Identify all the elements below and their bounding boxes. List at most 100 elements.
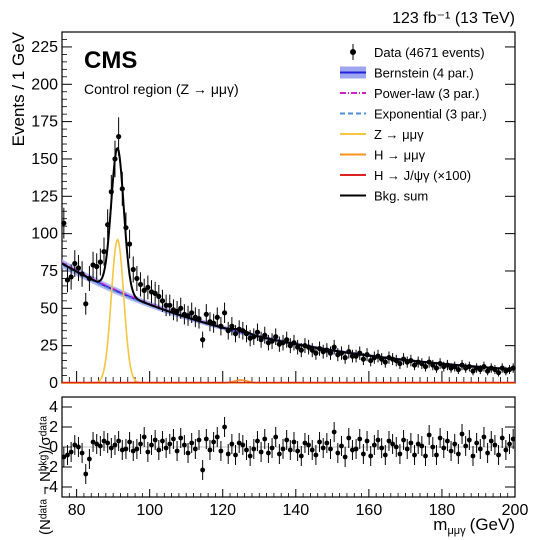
y-tick-label: 75: [40, 263, 58, 280]
y-tick-label: 200: [31, 76, 58, 93]
ratio-point: [415, 441, 421, 447]
data-point: [411, 362, 418, 368]
ratio-y-axis-title: (Nᵈᵃᵗᵃ − Nᵇᵏᵍ)/σᵈᵃᵗᵃ: [37, 416, 54, 535]
ratio-point: [375, 437, 381, 443]
data-point: [229, 323, 235, 329]
data-point: [119, 186, 125, 192]
data-point: [492, 366, 498, 373]
ratio-point: [90, 439, 96, 445]
ratio-tick-label: -4: [44, 479, 58, 496]
ratio-point: [123, 446, 129, 452]
x-tick-label: 180: [429, 502, 456, 519]
data-point: [75, 265, 82, 271]
data-point: [83, 301, 89, 307]
ratio-point: [470, 453, 476, 459]
ratio-point: [313, 452, 319, 458]
ratio-point: [342, 454, 348, 460]
data-point: [156, 293, 162, 299]
data-point: [495, 369, 502, 376]
data-point: [470, 368, 476, 374]
data-point: [269, 338, 275, 344]
data-point: [400, 356, 407, 362]
ratio-point: [65, 452, 70, 458]
data-point: [360, 356, 366, 362]
data-point: [499, 365, 505, 371]
lumi-label: 123 fb⁻¹ (13 TeV): [392, 10, 515, 27]
x-tick-label: 120: [209, 502, 236, 519]
ratio-point: [266, 450, 271, 456]
data-point: [316, 346, 323, 352]
ratio-point: [141, 434, 147, 440]
data-point: [349, 353, 356, 359]
y-tick-label: 25: [40, 338, 58, 355]
ratio-point: [214, 434, 220, 440]
data-point: [137, 281, 144, 288]
data-point: [152, 290, 158, 296]
ratio-point: [474, 440, 480, 446]
data-point: [313, 350, 319, 356]
data-point: [97, 259, 103, 265]
ratio-point: [269, 445, 275, 451]
ratio-point: [105, 440, 111, 446]
x-tick-label: 80: [68, 502, 86, 519]
data-point: [262, 332, 268, 338]
ratio-point: [94, 441, 100, 447]
data-point: [364, 352, 370, 358]
data-point: [298, 347, 304, 353]
data-point: [375, 353, 381, 359]
y-tick-label: 100: [31, 226, 58, 243]
data-point: [305, 344, 312, 350]
ratio-point: [167, 441, 173, 447]
ratio-point: [357, 436, 363, 442]
ratio-point: [346, 435, 352, 441]
data-point: [459, 362, 465, 368]
data-point: [433, 365, 440, 371]
y-tick-label: 50: [40, 300, 58, 317]
ratio-point: [247, 453, 253, 459]
ratio-point: [302, 440, 308, 446]
legend-label: H → μμγ: [374, 148, 426, 163]
ratio-point: [298, 453, 304, 459]
ratio-point: [273, 434, 279, 440]
data-point: [422, 363, 429, 370]
ratio-point: [101, 438, 107, 444]
ratio-point: [404, 446, 410, 452]
data-point: [251, 334, 257, 340]
ratio-point: [185, 450, 191, 456]
data-point: [258, 337, 264, 343]
data-point: [353, 353, 359, 359]
y-tick-label: 150: [31, 151, 58, 168]
legend-entry: Power-law (3 par.): [340, 86, 479, 101]
x-tick-label: 100: [136, 502, 163, 519]
legend-label: Data (4671 events): [374, 45, 485, 60]
data-point: [240, 328, 246, 334]
data-point: [174, 308, 180, 314]
data-point: [455, 366, 461, 373]
ratio-point: [152, 437, 158, 443]
ratio-point: [364, 438, 370, 444]
ratio-point: [335, 450, 341, 456]
data-point: [426, 359, 432, 365]
data-point: [185, 313, 191, 319]
ratio-point: [419, 443, 425, 449]
ratio-tick-label: 4: [49, 399, 58, 416]
ratio-point: [353, 446, 359, 452]
ratio-point: [68, 449, 74, 455]
data-point: [203, 311, 209, 317]
ratio-point: [499, 435, 505, 441]
x-axis-title-main: m: [433, 515, 447, 534]
ratio-point: [452, 441, 458, 447]
data-point: [68, 274, 74, 280]
ratio-point: [331, 429, 337, 435]
data-point: [342, 355, 348, 361]
ratio-point: [459, 431, 465, 437]
data-point: [357, 350, 363, 356]
ratio-point: [492, 442, 498, 448]
data-point: [79, 271, 85, 277]
ratio-point: [463, 443, 469, 449]
legend-entry: H → μμγ: [340, 148, 426, 163]
ratio-point: [200, 467, 206, 473]
ratio-point: [309, 447, 315, 453]
data-point: [214, 314, 220, 320]
ratio-point: [244, 447, 249, 453]
